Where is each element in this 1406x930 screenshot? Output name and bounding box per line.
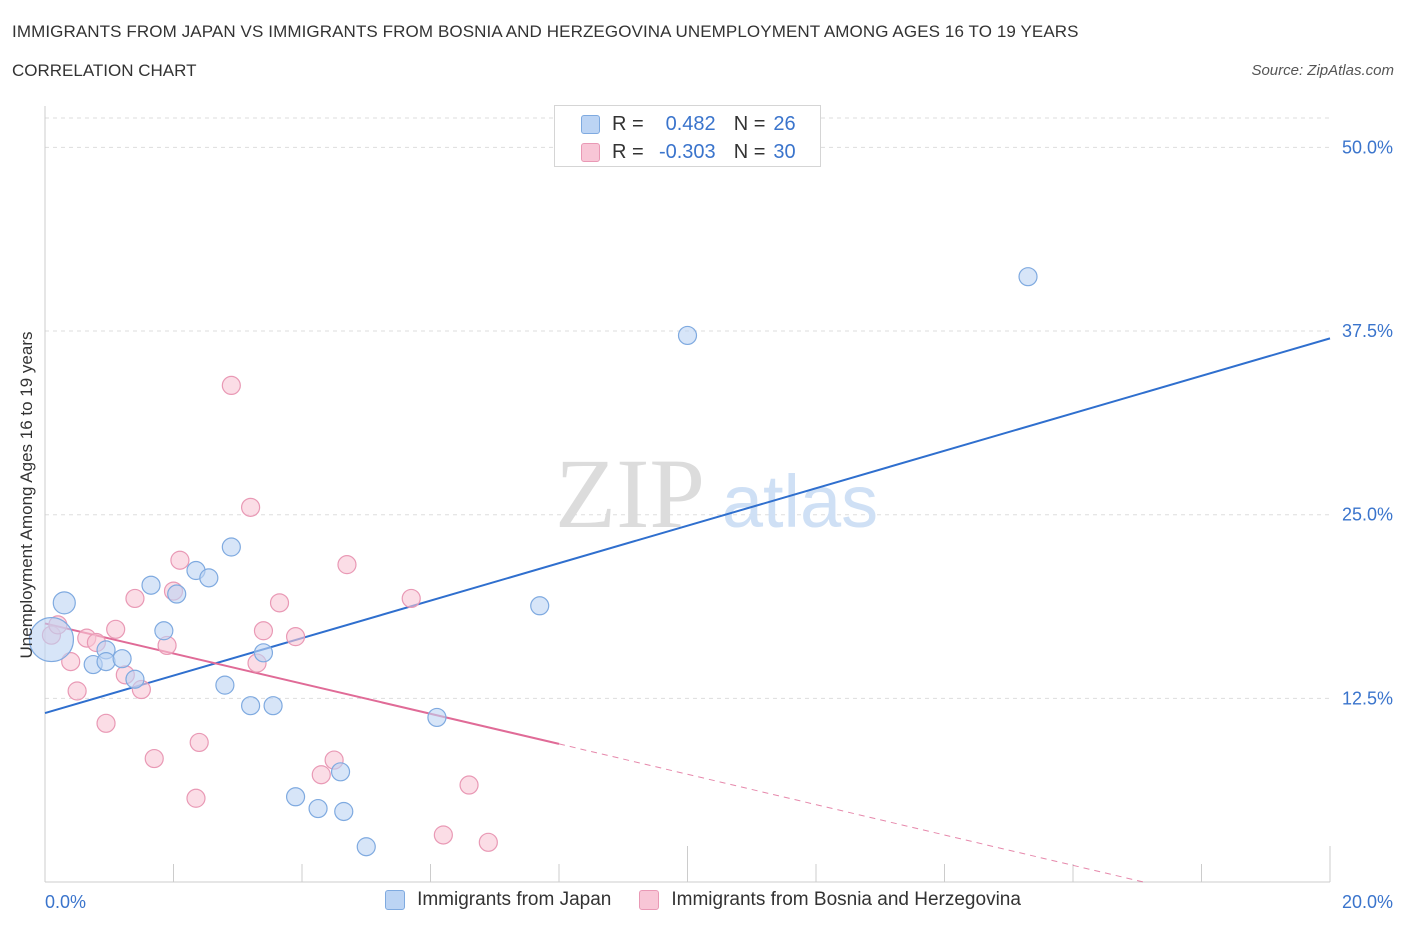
point-bosnia — [170, 550, 190, 570]
tick-labels: 12.5% 25.0% 37.5% 50.0% 0.0% 20.0% — [45, 137, 1393, 912]
point-japan — [28, 616, 75, 663]
point-japan — [112, 649, 132, 669]
legend-row-bosnia: R = -0.303 N = 30 — [581, 139, 796, 165]
point-bosnia — [125, 588, 145, 609]
x-tick-label-min: 0.0% — [45, 892, 86, 912]
point-japan — [199, 568, 219, 588]
y-axis-label: Unemployment Among Ages 16 to 19 years — [17, 331, 36, 659]
legend-n-value: 30 — [773, 140, 796, 163]
point-japan — [427, 707, 447, 728]
point-japan — [253, 643, 274, 663]
y-tick-label: 37.5% — [1342, 321, 1393, 341]
point-bosnia — [96, 713, 116, 733]
trend-lines — [44, 337, 1331, 883]
point-japan — [215, 675, 235, 695]
point-bosnia — [144, 748, 164, 769]
point-japan — [221, 537, 241, 557]
point-bosnia — [478, 832, 498, 852]
point-japan — [530, 596, 550, 616]
point-bosnia — [67, 681, 87, 701]
point-bosnia — [189, 732, 209, 753]
point-japan — [285, 787, 306, 807]
series-label-bosnia: Immigrants from Bosnia and Herzegovina — [671, 889, 1021, 910]
legend-n-value: 26 — [773, 112, 796, 135]
point-japan — [308, 798, 328, 819]
point-bosnia — [459, 775, 479, 795]
y-tick-label: 25.0% — [1342, 505, 1393, 525]
y-tick-label: 50.0% — [1342, 137, 1393, 157]
watermark-zip: ZIP — [555, 438, 705, 549]
point-bosnia — [269, 593, 290, 613]
legend-swatch-japan — [581, 114, 600, 134]
data-points — [28, 267, 1038, 857]
point-japan — [356, 837, 376, 857]
point-bosnia — [311, 765, 331, 785]
source-credit: Source: ZipAtlas.com — [1251, 62, 1394, 79]
axes — [44, 106, 1331, 883]
point-bosnia — [253, 621, 274, 641]
chart-subtitle: CORRELATION CHART — [12, 61, 197, 80]
point-bosnia — [186, 788, 206, 808]
point-japan — [125, 669, 145, 689]
legend-row-japan: R = 0.482 N = 26 — [581, 111, 796, 137]
trend-line-japan — [44, 337, 1331, 714]
legend-n-label: N = — [733, 112, 766, 135]
point-japan — [241, 696, 261, 716]
point-japan — [154, 621, 174, 641]
point-bosnia — [106, 619, 126, 639]
trend-line-bosnia — [44, 622, 560, 745]
point-bosnia — [61, 652, 81, 672]
series-legend-japan: Immigrants from Japan — [385, 889, 611, 911]
point-bosnia — [337, 555, 357, 575]
legend-r-label: R = — [612, 112, 644, 135]
correlation-legend: R = 0.482 N = 26 R = -0.303 N = 30 — [554, 105, 821, 167]
legend-r-label: R = — [612, 140, 644, 163]
point-japan — [96, 652, 116, 672]
grid-lines — [45, 117, 1330, 699]
point-japan — [1018, 267, 1038, 287]
legend-n-label: N = — [733, 140, 766, 163]
point-japan — [141, 575, 161, 595]
legend-r-value: -0.303 — [658, 140, 716, 163]
x-tick-label-max: 20.0% — [1342, 892, 1393, 912]
legend-r-value: 0.482 — [665, 112, 716, 135]
point-bosnia — [221, 375, 241, 395]
y-tick-label: 12.5% — [1342, 688, 1393, 708]
point-bosnia — [433, 825, 453, 845]
watermark: ZIP atlas — [555, 438, 878, 549]
series-swatch-japan — [385, 890, 406, 910]
point-bosnia — [285, 627, 306, 647]
point-japan — [334, 801, 354, 822]
point-japan — [677, 325, 698, 346]
series-label-japan: Immigrants from Japan — [417, 889, 612, 910]
series-swatch-bosnia — [639, 890, 660, 910]
point-japan — [167, 584, 187, 604]
series-legend: Immigrants from Japan Immigrants from Bo… — [0, 889, 1406, 911]
point-japan — [52, 591, 76, 615]
trend-line-bosnia-extension — [558, 743, 1144, 883]
point-bosnia — [401, 588, 421, 609]
legend-swatch-bosnia — [581, 142, 600, 162]
series-legend-bosnia: Immigrants from Bosnia and Herzegovina — [639, 889, 1021, 911]
point-bosnia — [241, 497, 261, 517]
watermark-atlas: atlas — [722, 460, 878, 543]
chart-title: IMMIGRANTS FROM JAPAN VS IMMIGRANTS FROM… — [12, 22, 1079, 41]
point-japan — [263, 696, 283, 716]
point-japan — [330, 762, 351, 782]
